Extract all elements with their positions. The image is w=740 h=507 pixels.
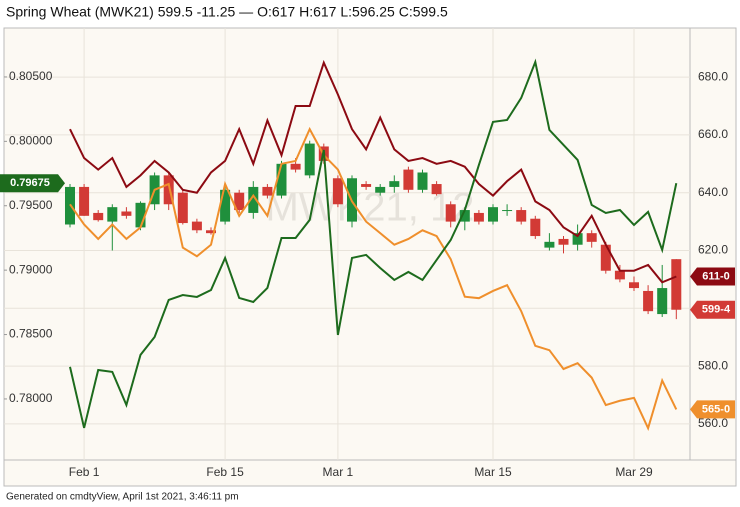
candle-body xyxy=(558,238,569,245)
candle-body xyxy=(473,212,484,222)
last-value-label: 611-0 xyxy=(702,270,730,282)
candle-body xyxy=(290,163,301,170)
candle-body xyxy=(163,175,174,205)
chart-title: Spring Wheat (MWK21) 599.5 -11.25 — O:61… xyxy=(6,4,448,20)
last-value-label: 565-0 xyxy=(702,403,730,415)
watermark: MWK21, 12 xyxy=(266,186,475,230)
candle-body xyxy=(93,212,104,221)
candle-body xyxy=(403,169,414,190)
candle-body xyxy=(488,207,498,222)
candle-body xyxy=(502,210,513,212)
candle-body xyxy=(191,221,202,231)
last-value-tag xyxy=(690,300,735,319)
candle-body xyxy=(304,143,315,176)
candle-body xyxy=(530,218,541,237)
candle-body xyxy=(544,241,555,248)
last-value-label: 0.79675 xyxy=(10,177,50,189)
candle-body xyxy=(614,270,625,280)
candle-body xyxy=(332,178,343,205)
candle-body xyxy=(643,290,654,312)
last-value-label: 599-4 xyxy=(702,304,731,316)
candle-body xyxy=(234,192,245,211)
candle-body xyxy=(657,288,668,315)
candle-body xyxy=(629,282,639,289)
y-tick-label: 0.79000 xyxy=(9,262,53,276)
candle-body xyxy=(417,172,428,190)
candle-body xyxy=(121,211,132,216)
line-series xyxy=(69,58,678,429)
last-value-tag xyxy=(0,174,65,193)
candle-body xyxy=(375,186,386,193)
y-tick-label: 0.80000 xyxy=(9,134,53,148)
candle-body xyxy=(262,186,273,196)
y-tick-label: 0.78500 xyxy=(9,327,53,341)
candle-body xyxy=(431,184,442,195)
candle-body xyxy=(586,233,597,242)
candle-body xyxy=(220,189,231,222)
candle-body xyxy=(79,186,90,216)
last-value-tag xyxy=(690,267,735,286)
candle-body xyxy=(445,204,456,222)
y2-tick-label: 680.0 xyxy=(698,69,728,83)
candle-body xyxy=(177,192,188,224)
candle-body xyxy=(361,184,372,187)
plot-area xyxy=(3,27,691,461)
footer: Generated on cmdtyView, April 1st 2021, … xyxy=(6,492,239,503)
x-tick-label: Mar 15 xyxy=(474,465,512,479)
candle-body xyxy=(206,230,216,234)
y2-tick-label: 620.0 xyxy=(698,243,728,257)
candle-body xyxy=(459,210,470,222)
y2-tick-label: 660.0 xyxy=(698,127,728,141)
y2-tick-label: 580.0 xyxy=(698,358,728,372)
x-tick-label: Mar 29 xyxy=(615,465,653,479)
candle-body xyxy=(248,186,259,213)
candle-body xyxy=(135,202,146,228)
line-series xyxy=(69,126,678,432)
last-value-tag xyxy=(690,400,735,419)
y2-tick-label: 560.0 xyxy=(698,416,728,430)
x-tick-label: Feb 15 xyxy=(206,465,244,479)
y-tick-label: 0.78000 xyxy=(9,391,53,405)
y-tick-label: 0.80500 xyxy=(9,69,53,83)
y2-tick-label: 640.0 xyxy=(698,185,728,199)
candle-body xyxy=(389,181,400,187)
candle-body xyxy=(671,259,682,310)
candle-body xyxy=(276,163,287,196)
x-axis-area xyxy=(3,459,737,487)
x-tick-label: Mar 1 xyxy=(323,465,354,479)
candle-body xyxy=(516,210,527,222)
candle-body xyxy=(572,233,583,245)
y-tick-label: 0.79500 xyxy=(9,198,53,212)
right-axis-area xyxy=(689,27,737,461)
line-series xyxy=(69,59,677,284)
candle-body xyxy=(600,244,611,271)
x-tick-label: Feb 1 xyxy=(69,465,100,479)
candle-body xyxy=(107,207,118,222)
